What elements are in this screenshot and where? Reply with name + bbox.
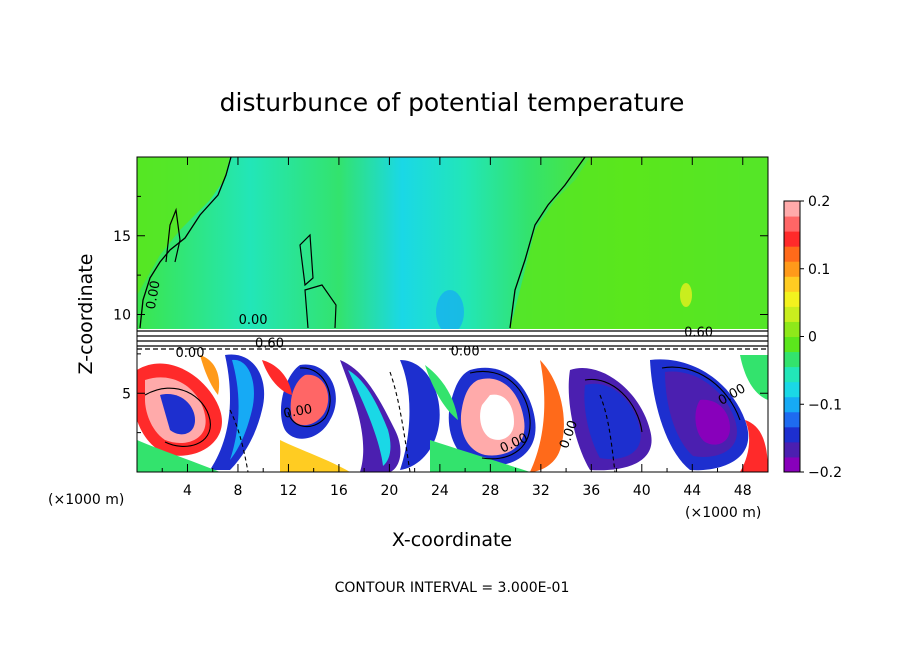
colorbar-swatch: [784, 321, 800, 337]
colorbar-swatch: [784, 291, 800, 307]
plot-area: [137, 157, 768, 472]
contour-label: 0.60: [684, 326, 713, 341]
colorbar-tick-label: 0: [808, 330, 817, 346]
contour-line: [304, 284, 337, 329]
colorbar-swatch: [784, 456, 800, 473]
y-axis-ticks: 5 10 15: [113, 195, 768, 434]
colorbar-swatch: [784, 231, 800, 247]
x-tick-label: 24: [431, 483, 449, 499]
x-tick-label: 8: [233, 483, 242, 499]
colorbar-swatch: [784, 336, 800, 353]
colorbar-swatch: [784, 441, 800, 458]
upper-field-yellow-spot: [680, 283, 692, 307]
contour-line: [139, 157, 232, 329]
contour-line: [299, 233, 314, 287]
colorbar-swatch: [784, 426, 800, 443]
contour-interval-note: CONTOUR INTERVAL = 3.000E-01: [335, 580, 570, 596]
x-tick-label: 12: [280, 483, 298, 499]
x-tick-label: 36: [582, 483, 600, 499]
x-tick-label: 4: [183, 483, 192, 499]
colorbar-tick-label: −0.1: [808, 397, 842, 413]
colorbar-tick-label: 0.1: [808, 262, 830, 278]
y-axis-title: Z-coordinate: [75, 254, 97, 375]
x-tick-label: 44: [683, 483, 701, 499]
colorbar-tick-label: −0.2: [808, 465, 842, 481]
colorbar-swatch: [784, 381, 800, 398]
contour-label: 0.60: [255, 337, 284, 352]
contour-label: 0.00: [239, 313, 268, 328]
x-unit-label-right: (×1000 m): [685, 505, 761, 521]
colorbar-swatch: [784, 411, 800, 428]
upper-field-green-region: [137, 157, 230, 295]
x-tick-label: 16: [330, 483, 348, 499]
contour-label: 0.00: [144, 279, 164, 310]
x-tick-label: 28: [481, 483, 499, 499]
y-tick-label: 15: [113, 229, 131, 245]
colorbar-swatch: [784, 276, 800, 292]
x-axis-ticks: 4 8 12 16 20 24 28 32 36 40 44 48: [161, 157, 752, 499]
upper-field-cyan-blob: [436, 290, 464, 334]
colorbar-swatch: [784, 306, 800, 322]
contour-line: [137, 330, 768, 347]
x-tick-label: 48: [734, 483, 752, 499]
colorbar-swatch: [784, 261, 800, 277]
y-tick-label: 10: [113, 308, 131, 324]
y-tick-label: 5: [122, 386, 131, 402]
x-axis-title: X-coordinate: [392, 529, 512, 551]
contour-label: 0.00: [451, 344, 480, 359]
colorbar-swatch: [784, 216, 800, 232]
upper-field-green-region: [510, 157, 768, 329]
colorbar-ticks: 0.2 0.1 0 −0.1 −0.2: [800, 194, 842, 481]
colorbar-swatch: [784, 351, 800, 368]
lower-contours: [144, 366, 741, 472]
colorbar-swatch: [784, 201, 800, 217]
x-unit-label-left: (×1000 m): [48, 492, 124, 508]
colorbar-tick-label: 0.2: [808, 194, 830, 210]
contour-label: 0.00: [176, 346, 205, 361]
x-tick-label: 40: [633, 483, 651, 499]
contour-label: 0.00: [282, 402, 313, 422]
x-tick-label: 20: [380, 483, 398, 499]
colorbar-swatch: [784, 246, 800, 262]
contour-labels: 0.000.000.600.00 0.000.600.000.00 0.000.00: [144, 279, 749, 456]
colorbar: [783, 200, 801, 473]
contour-line: [165, 207, 181, 263]
contour-line: [509, 157, 586, 329]
lower-field-eddies: [137, 354, 768, 472]
colorbar-swatch: [784, 366, 800, 383]
colorbar-swatch: [784, 396, 800, 413]
chart-title: disturbunce of potential temperature: [220, 88, 685, 117]
x-tick-label: 32: [532, 483, 550, 499]
